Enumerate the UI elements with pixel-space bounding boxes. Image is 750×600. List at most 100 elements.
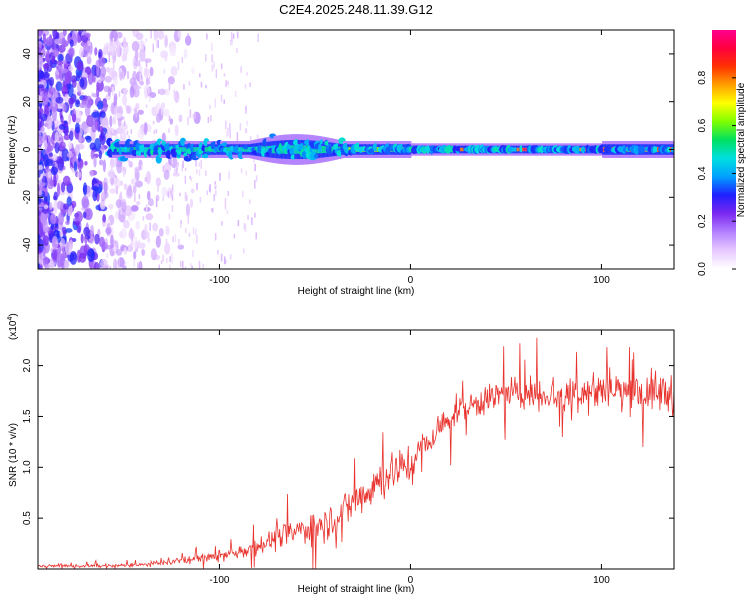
colorbar-cell: [712, 59, 736, 63]
snr-ytick-label: 1.5: [22, 409, 33, 423]
noise-streak: [176, 92, 178, 97]
band-core: [117, 147, 120, 152]
noise-streak: [105, 149, 107, 153]
noise-blob: [105, 227, 112, 235]
band-core: [249, 147, 251, 152]
noise-blob: [41, 113, 48, 122]
noise-streak: [157, 39, 159, 49]
noise-blob: [137, 109, 144, 115]
colorbar-cell: [712, 47, 736, 51]
noise-blob: [89, 169, 94, 177]
noise-streak: [182, 260, 184, 269]
band-core: [322, 145, 325, 154]
noise-blob: [130, 178, 136, 185]
band-core: [204, 147, 207, 152]
noise-streak: [245, 128, 248, 134]
noise-streak: [148, 95, 151, 102]
noise-blob: [100, 111, 106, 118]
noise-blob: [52, 98, 56, 108]
noise-streak: [210, 115, 212, 122]
band-core: [332, 146, 334, 153]
band-core: [522, 147, 524, 152]
noise-blob: [102, 159, 106, 173]
noise-streak: [185, 228, 187, 234]
noise-streak: [249, 82, 251, 87]
noise-streak: [215, 189, 217, 196]
noise-streak: [120, 209, 123, 215]
noise-blob: [64, 71, 72, 84]
noise-blob: [137, 242, 146, 249]
noise-blob: [184, 35, 192, 46]
noise-blob: [132, 184, 137, 194]
colorbar-cell: [712, 61, 736, 65]
colorbar-cell: [712, 85, 736, 89]
colorbar-cell: [712, 223, 736, 226]
noise-streak: [165, 257, 168, 263]
noise-streak: [165, 38, 167, 46]
noise-blob: [91, 185, 99, 191]
noise-blob: [185, 203, 190, 217]
noise-streak: [255, 232, 257, 240]
colorbar-cell: [712, 121, 736, 125]
colorbar-tick-label: 0.4: [697, 166, 708, 180]
noise-blob: [38, 198, 42, 205]
noise-streak: [181, 56, 184, 63]
spectrogram-marks: [38, 30, 674, 269]
band-core: [271, 145, 274, 154]
colorbar-cell: [712, 53, 736, 57]
colorbar-cell: [712, 37, 736, 41]
noise-blob: [69, 97, 73, 109]
noise-blob: [63, 120, 68, 125]
colorbar-cell: [712, 147, 736, 151]
noise-blob: [126, 186, 133, 197]
noise-streak: [211, 64, 214, 72]
noise-streak: [168, 213, 171, 220]
band-core: [238, 147, 241, 152]
noise-blob: [68, 65, 73, 72]
noise-streak: [205, 170, 207, 177]
noise-blob: [46, 178, 55, 190]
noise-blob: [38, 77, 41, 83]
noise-streak: [220, 94, 223, 102]
noise-blob: [65, 220, 70, 226]
band-core: [579, 147, 582, 152]
noise-streak: [211, 42, 213, 52]
noise-blob: [126, 105, 131, 114]
noise-streak: [127, 71, 129, 79]
noise-blob: [53, 91, 58, 97]
colorbar-cell: [712, 93, 736, 97]
noise-streak: [162, 254, 164, 262]
noise-streak: [184, 266, 187, 269]
noise-blob: [157, 30, 165, 40]
noise-blob: [59, 229, 64, 238]
noise-blob: [146, 190, 151, 201]
colorbar-cell: [712, 217, 736, 220]
spectrogram-xtick-label: 100: [593, 275, 610, 286]
noise-blob: [135, 71, 143, 82]
colorbar-cell: [712, 225, 736, 228]
noise-streak: [237, 220, 240, 227]
noise-blob: [42, 235, 49, 246]
noise-blob: [58, 211, 64, 226]
noise-streak: [200, 81, 203, 88]
band-core: [254, 146, 257, 153]
noise-blob: [120, 228, 127, 240]
colorbar-cell: [712, 197, 736, 200]
noise-streak: [138, 60, 141, 67]
noise-streak: [245, 105, 247, 114]
noise-streak: [227, 190, 230, 196]
noise-streak: [190, 177, 193, 182]
noise-streak: [168, 128, 170, 133]
colorbar-cell: [712, 165, 736, 169]
noise-streak: [230, 39, 232, 46]
noise-blob: [165, 225, 170, 233]
noise-blob: [170, 65, 178, 77]
noise-streak: [171, 194, 174, 201]
noise-blob: [45, 36, 53, 47]
noise-streak: [253, 157, 255, 163]
noise-blob: [158, 88, 166, 96]
noise-streak: [137, 262, 139, 269]
noise-streak: [182, 160, 184, 168]
colorbar-cell: [712, 169, 736, 173]
noise-blob: [87, 248, 95, 262]
